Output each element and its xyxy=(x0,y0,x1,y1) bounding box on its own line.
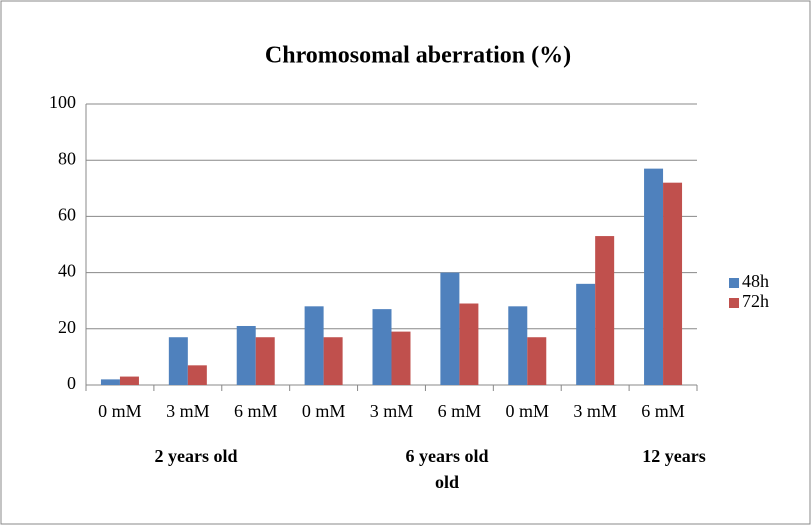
y-tick-label: 20 xyxy=(58,317,76,337)
bar xyxy=(100,379,120,385)
bar xyxy=(187,365,207,385)
bar xyxy=(236,325,256,385)
x-tick-label: 0 mM xyxy=(302,401,346,421)
y-tick-label: 80 xyxy=(58,148,76,168)
bar xyxy=(595,236,615,385)
y-tick-label: 40 xyxy=(58,261,76,281)
bar xyxy=(372,309,392,385)
bar xyxy=(304,306,324,385)
bar xyxy=(459,303,479,385)
x-tick-label: 3 mM xyxy=(573,401,617,421)
group-label: 2 years old xyxy=(155,446,238,466)
chart-title: Chromosomal aberration (%) xyxy=(265,43,571,69)
x-tick-label: 6 mM xyxy=(438,401,482,421)
bar xyxy=(391,331,411,385)
y-tick-label: 100 xyxy=(49,92,76,112)
bar xyxy=(508,306,528,385)
x-tick-label: 6 mM xyxy=(641,401,685,421)
bar xyxy=(527,337,547,385)
legend-label: 72h xyxy=(742,291,769,311)
x-tick-label: 3 mM xyxy=(370,401,414,421)
bar xyxy=(440,272,460,385)
group-label: 12 years xyxy=(642,446,705,466)
x-tick-label: 0 mM xyxy=(98,401,142,421)
x-tick-label: 3 mM xyxy=(166,401,210,421)
bar xyxy=(119,376,139,385)
y-tick-label: 60 xyxy=(58,205,76,225)
bar xyxy=(644,168,664,385)
legend-swatch xyxy=(729,298,739,308)
legend-label: 48h xyxy=(742,271,769,291)
group-label: 6 years old xyxy=(406,446,489,466)
bar xyxy=(168,337,188,385)
bar xyxy=(663,182,683,385)
y-tick-label: 0 xyxy=(67,373,76,393)
group-label: old xyxy=(435,472,459,492)
bar xyxy=(323,337,343,385)
legend-swatch xyxy=(729,278,739,288)
x-tick-label: 6 mM xyxy=(234,401,278,421)
bar xyxy=(576,283,596,385)
bar xyxy=(255,337,275,385)
x-tick-label: 0 mM xyxy=(506,401,550,421)
